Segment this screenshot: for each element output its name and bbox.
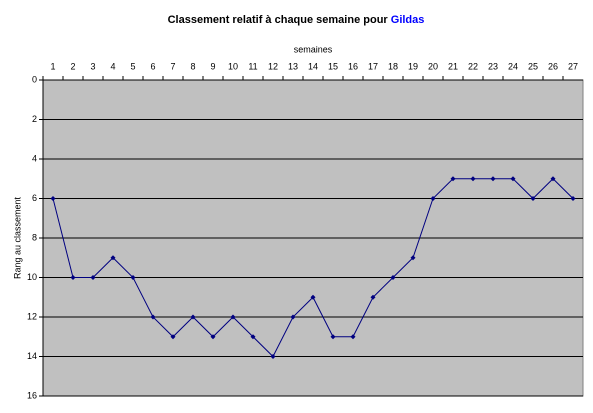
x-tick-label: 13 [288, 61, 298, 71]
data-point [410, 255, 416, 261]
x-tick-label: 14 [308, 61, 318, 71]
y-tick-label: 0 [32, 74, 37, 84]
x-tick-label: 24 [508, 61, 518, 71]
data-point [490, 176, 496, 182]
y-axis-label: Rang au classement [12, 196, 22, 279]
y-tick-label: 10 [27, 272, 37, 282]
title-name: Gildas [391, 14, 425, 26]
data-point [190, 314, 196, 320]
data-point [530, 196, 536, 201]
y-tick-label: 8 [32, 232, 37, 242]
y-tick-label: 6 [32, 193, 37, 203]
data-point [470, 176, 476, 182]
data-point [70, 275, 76, 280]
data-point [550, 176, 556, 182]
data-point [250, 334, 256, 340]
y-tick-label: 14 [27, 351, 37, 361]
data-point [110, 255, 116, 261]
title-text: Classement relatif à chaque semaine pour [168, 14, 389, 26]
x-tick-label: 21 [448, 61, 458, 71]
x-tick-label: 12 [268, 61, 278, 71]
data-point [330, 334, 336, 340]
x-tick-label: 15 [328, 61, 338, 71]
x-tick-label: 2 [70, 61, 75, 71]
x-tick-label: 8 [190, 61, 195, 71]
x-tick-label: 5 [130, 61, 135, 71]
x-tick-label: 3 [90, 61, 95, 71]
x-tick-label: 1 [50, 61, 55, 71]
y-tick-label: 2 [32, 114, 37, 124]
data-point [510, 176, 516, 182]
x-tick-label: 9 [210, 61, 215, 71]
y-tick-label: 12 [27, 311, 37, 321]
data-point [290, 314, 296, 320]
data-point [390, 275, 396, 280]
x-tick-label: 20 [428, 61, 438, 71]
x-tick-label: 7 [170, 61, 175, 71]
data-point [170, 334, 176, 340]
data-point [370, 294, 376, 300]
data-point [570, 196, 576, 201]
x-tick-label: 4 [110, 61, 115, 71]
x-tick-label: 19 [408, 61, 418, 71]
data-point [150, 314, 156, 320]
x-tick-label: 25 [528, 61, 538, 71]
x-tick-label: 10 [228, 61, 238, 71]
data-point [450, 176, 456, 182]
data-point [130, 275, 136, 280]
data-point [310, 294, 316, 300]
chart-title: Classement relatif à chaque semaine pour… [168, 14, 425, 26]
x-axis-label: semaines [294, 44, 333, 54]
x-tick-label: 16 [348, 61, 358, 71]
data-point [230, 314, 236, 320]
x-tick-label: 11 [248, 61, 257, 71]
x-tick-label: 18 [388, 61, 398, 71]
data-point [270, 354, 276, 359]
x-tick-label: 17 [368, 61, 378, 71]
x-tick-label: 27 [568, 61, 578, 71]
data-point [430, 196, 436, 201]
data-point [90, 275, 96, 280]
data-point [50, 196, 56, 201]
y-tick-label: 4 [32, 153, 37, 163]
x-tick-label: 22 [468, 61, 478, 71]
data-point [210, 334, 216, 340]
data-point [350, 334, 356, 340]
x-tick-label: 6 [150, 61, 155, 71]
x-tick-label: 23 [488, 61, 498, 71]
x-tick-label: 26 [548, 61, 558, 71]
y-tick-label: 16 [27, 390, 37, 400]
